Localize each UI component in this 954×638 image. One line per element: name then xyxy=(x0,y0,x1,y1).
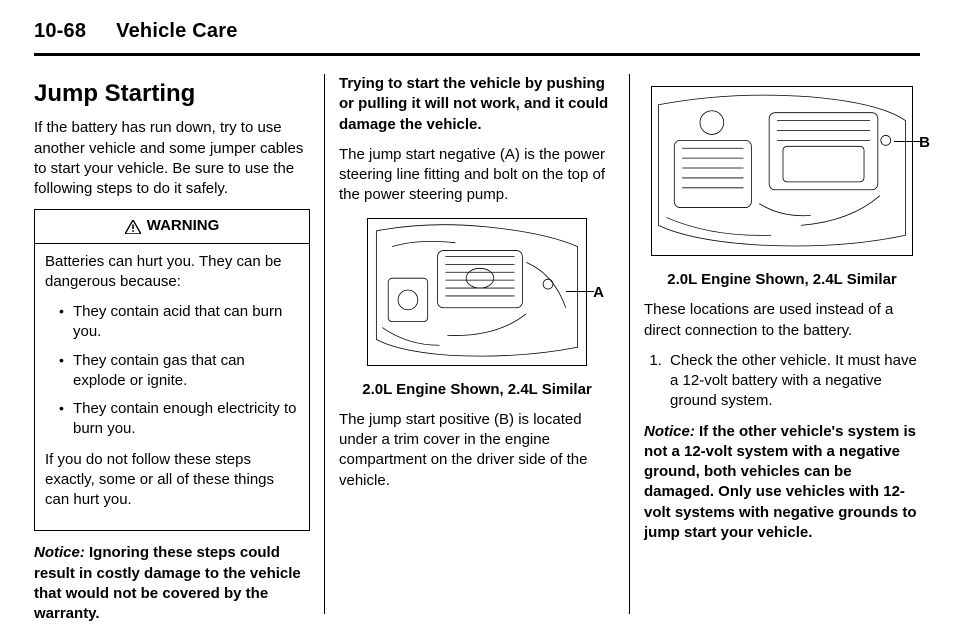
notice-label: Notice: xyxy=(34,544,85,561)
notice-paragraph: Notice: Ignoring these steps could resul… xyxy=(34,543,310,624)
section-title: Jump Starting xyxy=(34,78,310,110)
page-root: { "header": { "page_number": "10-68", "c… xyxy=(0,0,954,638)
figure-leader-a xyxy=(566,291,594,292)
warning-item: They contain gas that can explode or ign… xyxy=(61,351,299,392)
content-columns: Jump Starting If the battery has run dow… xyxy=(34,74,920,614)
warning-icon xyxy=(125,220,141,234)
figure-leader-b xyxy=(894,141,920,142)
figure-caption-b: 2.0L Engine Shown, 2.4L Similar xyxy=(644,270,920,290)
warning-list: They contain acid that can burn you. The… xyxy=(45,302,299,440)
warning-lead: Batteries can hurt you. They can be dang… xyxy=(45,252,299,293)
page-number: 10-68 xyxy=(34,20,86,43)
push-pull-warning: Trying to start the vehicle by pushing o… xyxy=(339,74,615,135)
warning-label: WARNING xyxy=(147,216,220,236)
locations-text: These locations are used instead of a di… xyxy=(644,300,920,341)
column-2: Trying to start the vehicle by pushing o… xyxy=(324,74,629,614)
engine-figure-b: B xyxy=(651,86,913,256)
warning-heading: WARNING xyxy=(35,210,309,243)
negative-terminal-text: The jump start negative (A) is the power… xyxy=(339,145,615,206)
engine-illustration-b xyxy=(652,87,912,255)
step-item: Check the other vehicle. It must have a … xyxy=(666,351,920,412)
engine-figure-a: A xyxy=(367,218,587,366)
column-1: Jump Starting If the battery has run dow… xyxy=(34,74,324,614)
steps-list: Check the other vehicle. It must have a … xyxy=(644,351,920,412)
warning-tail: If you do not follow these steps exactly… xyxy=(45,450,299,511)
intro-paragraph: If the battery has run down, try to use … xyxy=(34,118,310,199)
notice-label: Notice: xyxy=(644,423,695,440)
engine-illustration-a xyxy=(368,219,586,365)
figure-label-a: A xyxy=(593,283,604,303)
warning-body: Batteries can hurt you. They can be dang… xyxy=(35,244,309,531)
warning-box: WARNING Batteries can hurt you. They can… xyxy=(34,209,310,531)
figure-caption-a: 2.0L Engine Shown, 2.4L Similar xyxy=(339,380,615,400)
positive-terminal-text: The jump start positive (B) is located u… xyxy=(339,410,615,491)
warning-item: They contain enough electricity to burn … xyxy=(61,399,299,440)
page-header: 10-68 Vehicle Care xyxy=(34,20,920,56)
notice-paragraph-2: Notice: If the other vehicle's system is… xyxy=(644,422,920,544)
notice-text: If the other vehicle's system is not a 1… xyxy=(644,423,917,541)
figure-label-b: B xyxy=(919,133,930,153)
chapter-title: Vehicle Care xyxy=(116,20,237,43)
column-3: B 2.0L Engine Shown, 2.4L Similar These … xyxy=(629,74,920,614)
warning-item: They contain acid that can burn you. xyxy=(61,302,299,343)
